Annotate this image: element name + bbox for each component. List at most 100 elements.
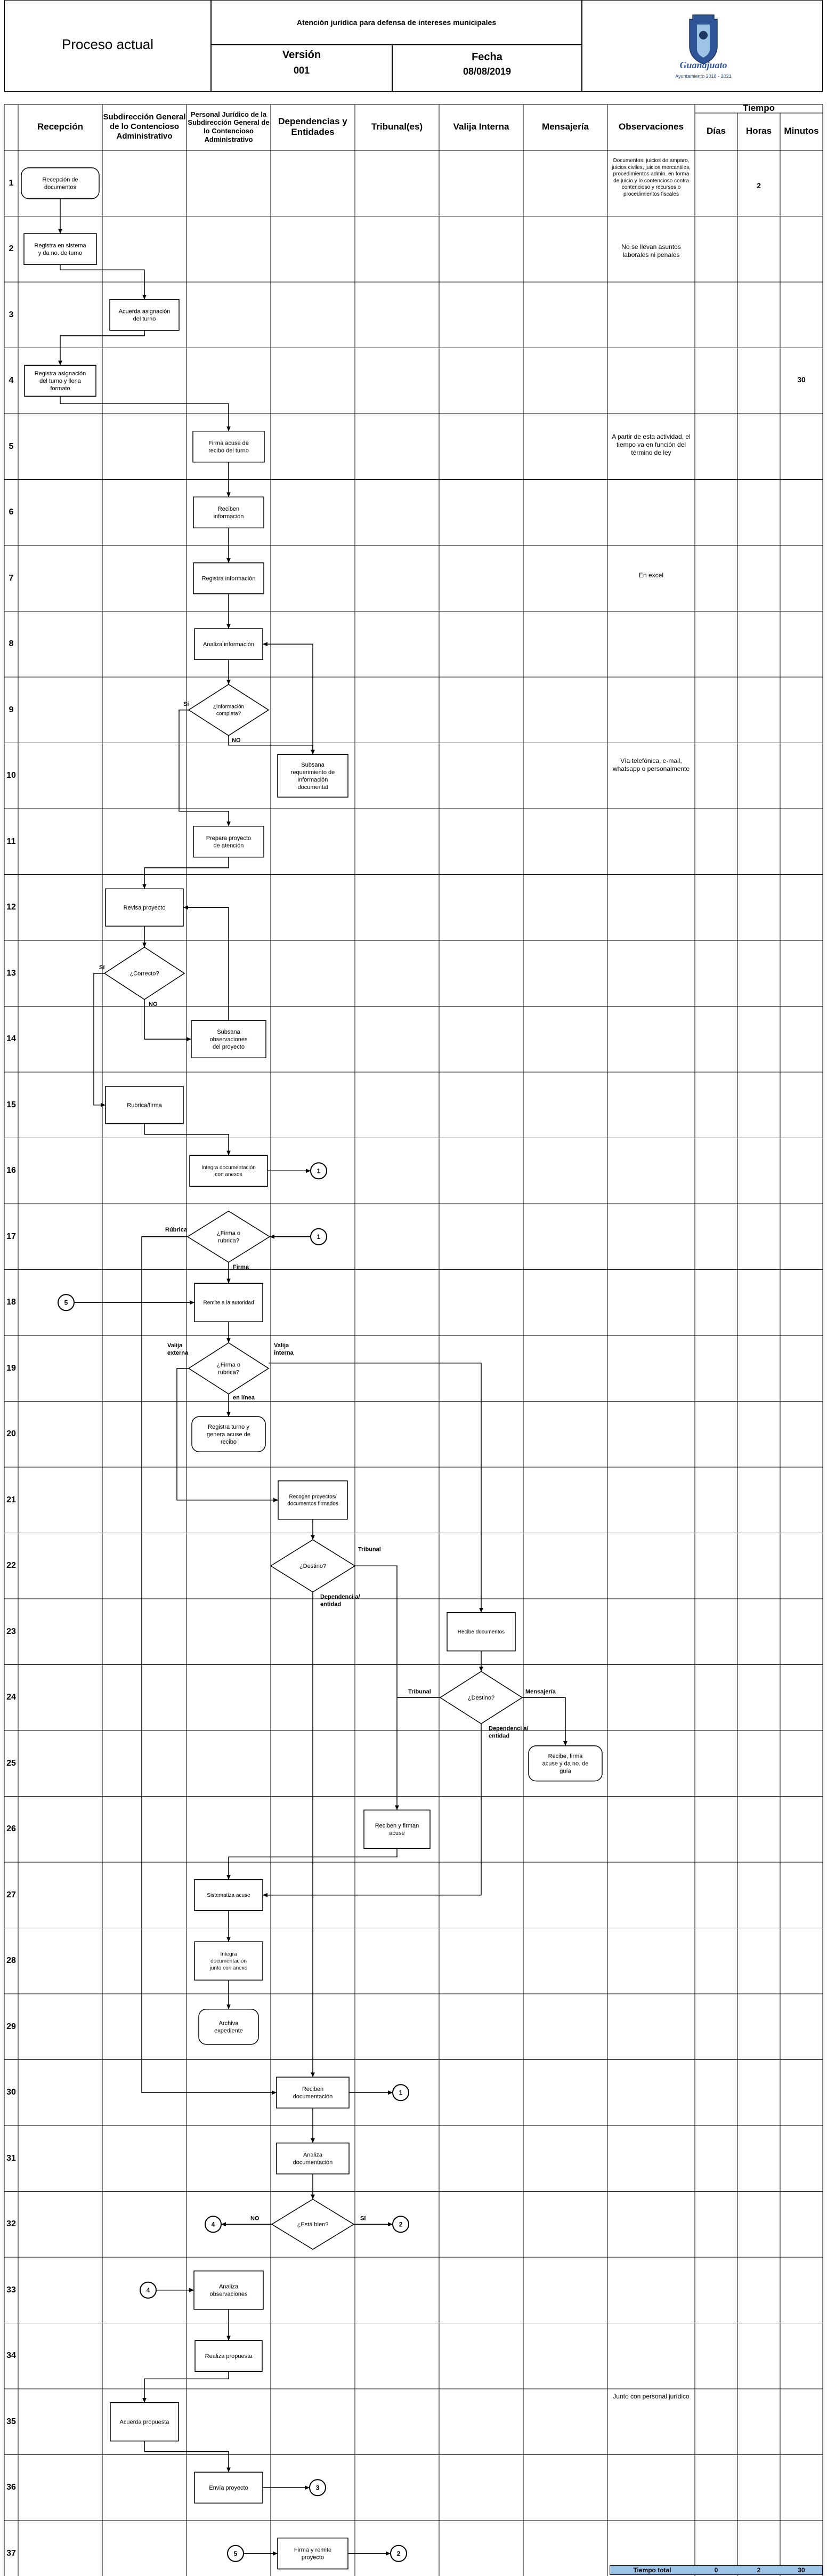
svg-text:Dependenci a/: Dependenci a/ — [489, 1725, 529, 1732]
col-recepcion: Recepción — [37, 121, 83, 132]
svg-text:2: 2 — [399, 2220, 403, 2228]
flow-edge — [60, 264, 147, 300]
flow-node-n13: ¿Correcto? — [103, 946, 185, 1000]
time-r1-horas: 2 — [757, 181, 761, 190]
flow-node-n34: Realiza propuesta — [194, 2340, 263, 2372]
node-text-line: Acuerda asignación — [119, 308, 171, 315]
row-number: 6 — [9, 508, 14, 517]
node-text-line: rubrica? — [218, 1369, 239, 1375]
svg-text:Valija: Valija — [167, 1342, 183, 1349]
node-text-line: con anexos — [215, 1172, 242, 1178]
version-cell — [211, 45, 392, 92]
edge-label-si32: SI — [360, 2215, 366, 2221]
svg-text:5: 5 — [234, 2550, 238, 2557]
row-number: 16 — [6, 1166, 16, 1176]
node-text-line: ¿Información — [213, 704, 244, 710]
node-text-line: Sistematiza acuse — [207, 1893, 250, 1898]
row-number: 25 — [6, 1758, 16, 1768]
row-number: 24 — [6, 1693, 16, 1702]
node-text-line: del turno y llena — [39, 378, 82, 384]
row-number: 5 — [9, 441, 14, 451]
col-dias: Días — [707, 125, 726, 136]
city-logo — [677, 12, 730, 81]
flow-edge — [522, 1697, 567, 1746]
row-number: 8 — [9, 639, 14, 649]
flow-edge — [269, 1363, 483, 1613]
node-text-line: Subsana — [301, 762, 325, 768]
node-text-line: Envía proyecto — [209, 2485, 248, 2491]
row-number: 14 — [6, 1034, 16, 1044]
flow-node-n22: ¿Destino? — [270, 1539, 356, 1593]
node-text-line: acuse y da no. de — [542, 1760, 589, 1767]
node-text-line: expediente — [214, 2027, 243, 2034]
row-number: 10 — [6, 771, 16, 780]
node-text-line: de atención — [214, 842, 244, 849]
row-number: 15 — [6, 1100, 16, 1109]
flow-node-n21: Recogen proyectos/documentos firmados — [278, 1480, 348, 1520]
process-name: Atención jurídica para defensa de intere… — [296, 18, 497, 27]
svg-text:entidad: entidad — [320, 1601, 341, 1607]
node-text-line: ¿Destino? — [468, 1695, 494, 1701]
node-text-line: documentación — [293, 2094, 333, 2100]
edge-label-dep24: Dependenci a/entidad — [489, 1725, 529, 1739]
node-text-line: ¿Está bien? — [297, 2221, 329, 2228]
edge-label-tribunal22: Tribunal — [358, 1546, 381, 1552]
total-minutos: 30 — [798, 2566, 805, 2574]
node-text-line: acuse — [389, 1830, 404, 1837]
node-text-line: Remite a la autoridad — [203, 1300, 254, 1306]
edge-label-mensajeria24: Mensajería — [525, 1688, 556, 1695]
row-number: 4 — [9, 376, 14, 385]
node-text-line: observaciones — [210, 1036, 248, 1043]
flow-edge — [144, 999, 191, 1042]
node-text-line: Registra información — [202, 575, 256, 582]
row-number: 29 — [6, 2022, 16, 2031]
connector-c37b: 2 — [390, 2545, 407, 2562]
row-number: 21 — [6, 1495, 16, 1504]
flow-edge — [228, 735, 315, 755]
col-horas: Horas — [745, 125, 772, 136]
col-valija: Valija Interna — [453, 121, 509, 132]
row-number: 37 — [6, 2548, 16, 2558]
node-text-line: Reciben — [302, 2086, 323, 2092]
flow-edge — [142, 2371, 229, 2403]
col-minutos: Minutos — [784, 125, 819, 136]
flow-edge — [144, 2441, 231, 2473]
node-text-line: genera acuse de — [207, 1431, 250, 1438]
row-number: 2 — [9, 244, 14, 254]
node-text-line: del proyecto — [213, 1044, 245, 1050]
connector-c32b: 2 — [392, 2216, 409, 2233]
row-number: 7 — [9, 573, 14, 583]
node-text-line: documentación — [210, 1959, 247, 1965]
node-text-line: Recepción de — [42, 176, 78, 183]
svg-text:Tribunal: Tribunal — [358, 1546, 381, 1552]
node-text-line: Subsana — [217, 1029, 240, 1035]
node-text-line: información — [214, 513, 244, 520]
node-text-line: documentos firmados — [287, 1501, 338, 1507]
svg-text:Sí: Sí — [183, 701, 189, 707]
flow-node-n18: Remite a la autoridad — [194, 1283, 263, 1322]
flow-edge — [141, 1236, 277, 2095]
logo-cell — [582, 0, 823, 92]
row-number: 30 — [6, 2088, 16, 2097]
row-number: 3 — [9, 310, 14, 319]
connector-c32a: 4 — [205, 2216, 222, 2233]
row-number: 34 — [6, 2351, 16, 2361]
svg-text:1: 1 — [317, 1167, 321, 1174]
node-text-line: Acuerda propuesta — [120, 2419, 170, 2425]
flow-node-n23: Recibe documentos — [447, 1612, 516, 1652]
svg-text:2: 2 — [397, 2550, 401, 2557]
node-text-line: Recogen proyectos/ — [289, 1494, 337, 1500]
flow-edge — [58, 330, 145, 366]
node-text-line: ¿Firma o — [217, 1362, 240, 1368]
flow-edge — [263, 642, 313, 755]
col-personal: Personal Jurídico de la Subdirección Gen… — [188, 110, 270, 143]
flow-node-n35: Acuerda propuesta — [110, 2402, 179, 2442]
